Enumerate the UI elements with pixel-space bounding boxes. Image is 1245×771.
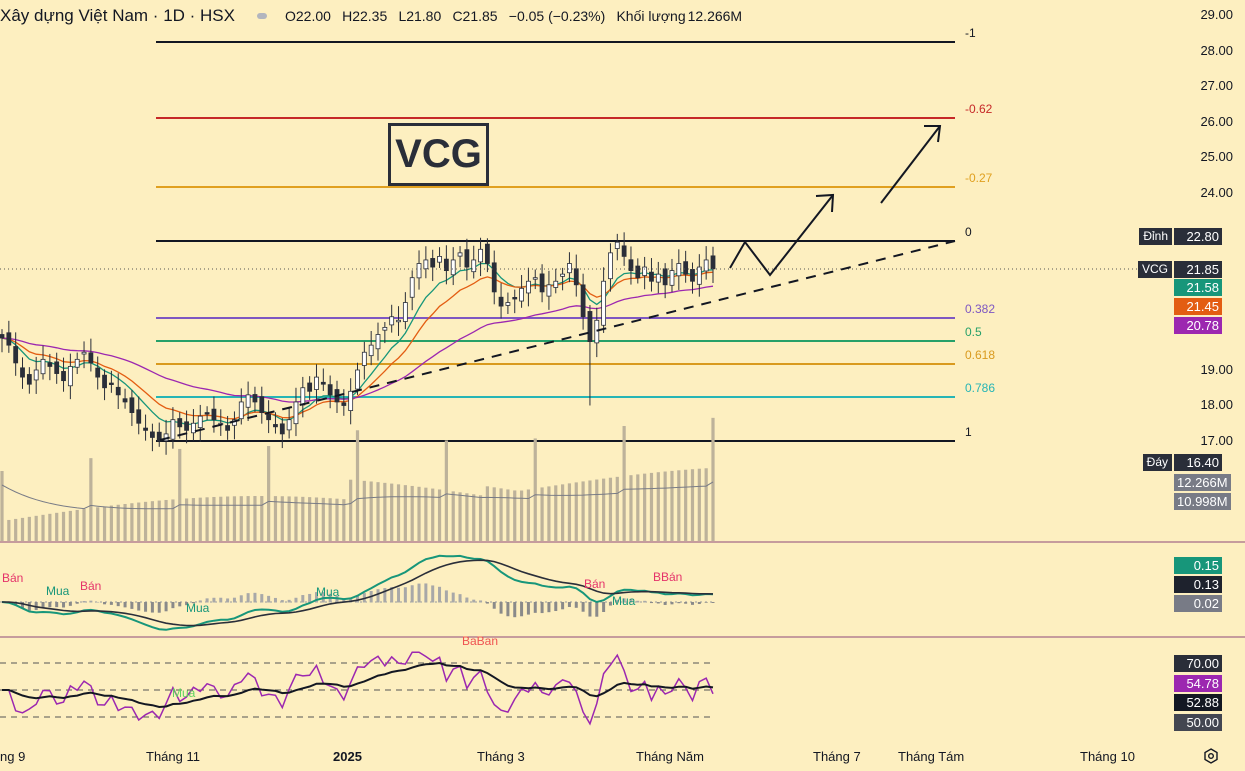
time-tick-label: Tháng 3 bbox=[477, 749, 525, 764]
time-tick-label: Tháng 7 bbox=[813, 749, 861, 764]
signal-label: Bán bbox=[584, 577, 606, 591]
price-tag-name: Đỉnh bbox=[1139, 228, 1172, 245]
signal-label: Mua bbox=[186, 601, 210, 615]
price-tag-name: VCG bbox=[1137, 261, 1172, 278]
time-tick-label: Tháng 11 bbox=[146, 749, 200, 764]
fib-level-label: 0 bbox=[965, 225, 972, 239]
time-tick-label: ng 9 bbox=[0, 749, 26, 764]
fibonacci-levels[interactable] bbox=[156, 41, 955, 442]
price-tick-label: 27.00 bbox=[1200, 78, 1233, 93]
signal-label: Mua bbox=[172, 686, 196, 700]
change-value: −0.05 (−0.23%) bbox=[508, 7, 606, 24]
fib-level-label: 0.5 bbox=[965, 325, 982, 339]
ticker-annotation-text: VCG bbox=[395, 132, 482, 176]
price-tag: 0.15 bbox=[1174, 557, 1222, 574]
price-tag-name: Đáy bbox=[1142, 454, 1172, 471]
price-tag: 21.85 bbox=[1174, 261, 1222, 278]
signal-label: Mua bbox=[46, 584, 70, 598]
signal-label: BBán bbox=[653, 570, 683, 584]
price-tick-label: 18.00 bbox=[1200, 397, 1233, 412]
fib-level-label: 0.786 bbox=[965, 381, 996, 395]
price-tag: 0.13 bbox=[1174, 576, 1222, 593]
price-tick-label: 28.00 bbox=[1200, 43, 1233, 58]
fib-level-label: 0.618 bbox=[965, 348, 996, 362]
price-tick-label: 26.00 bbox=[1200, 114, 1233, 129]
price-tag: 10.998M bbox=[1174, 493, 1231, 510]
price-tick-label: 19.00 bbox=[1200, 362, 1233, 377]
symbol-title[interactable]: Xây dựng Việt Nam · 1D · HSX bbox=[0, 6, 235, 25]
price-tag: 21.45 bbox=[1174, 298, 1222, 315]
time-tick-label: Tháng Tám bbox=[898, 749, 965, 764]
projection-arrowhead-2 bbox=[924, 125, 942, 143]
signal-label: BaBan bbox=[462, 634, 499, 648]
price-tick-label: 24.00 bbox=[1200, 185, 1233, 200]
price-tag: 50.00 bbox=[1174, 714, 1222, 731]
price-tag: 70.00 bbox=[1174, 655, 1222, 672]
fib-level-label: 1 bbox=[965, 425, 972, 439]
volume-value: 12.266M bbox=[687, 7, 743, 24]
signal-label: Bán bbox=[2, 571, 24, 585]
price-tag: 16.40 bbox=[1174, 454, 1222, 471]
signal-label: Mua bbox=[612, 594, 636, 608]
collapse-toggle-icon[interactable] bbox=[257, 13, 267, 19]
candlesticks bbox=[0, 232, 716, 455]
high-value: H22.35 bbox=[342, 7, 388, 24]
projection-arrowhead-1 bbox=[815, 193, 835, 213]
projection-path-2[interactable] bbox=[880, 125, 941, 204]
rsi-pane bbox=[0, 651, 714, 726]
time-tick-label: Tháng Năm bbox=[636, 749, 704, 764]
projection-path[interactable] bbox=[729, 194, 834, 277]
time-tick-label: Tháng 10 bbox=[1080, 749, 1135, 764]
price-tag: 0.02 bbox=[1174, 595, 1222, 612]
price-tick-label: 25.00 bbox=[1200, 149, 1233, 164]
price-tick-label: 29.00 bbox=[1200, 7, 1233, 22]
settings-gear-icon[interactable] bbox=[1203, 748, 1219, 764]
time-tick-label: 2025 bbox=[333, 749, 362, 764]
fib-level-label: -0.62 bbox=[965, 102, 993, 116]
fib-level-label: 0.382 bbox=[965, 302, 996, 316]
volume-bars bbox=[0, 417, 715, 541]
volume-label: Khối lượng bbox=[616, 7, 686, 24]
signal-label: Mua bbox=[316, 585, 340, 599]
price-tag: 21.58 bbox=[1174, 279, 1222, 296]
fib-level-label: -0.27 bbox=[965, 171, 993, 185]
price-tag: 12.266M bbox=[1174, 474, 1231, 491]
moving-averages bbox=[1, 262, 714, 425]
ohlc-values: O22.00 H22.35 L21.80 C21.85 −0.05 (−0.23… bbox=[285, 8, 749, 25]
price-tag: 20.78 bbox=[1174, 317, 1222, 334]
macd-pane bbox=[0, 554, 715, 631]
close-value: C21.85 bbox=[452, 7, 498, 24]
price-tag: 52.88 bbox=[1174, 694, 1222, 711]
low-value: L21.80 bbox=[398, 7, 442, 24]
chart-header: Xây dựng Việt Nam · 1D · HSX O22.00 H22.… bbox=[0, 5, 749, 27]
signal-label: Bán bbox=[80, 579, 102, 593]
price-tag: 22.80 bbox=[1174, 228, 1222, 245]
open-value: O22.00 bbox=[285, 7, 331, 24]
price-tick-label: 17.00 bbox=[1200, 433, 1233, 448]
ticker-annotation-box[interactable]: VCG bbox=[388, 123, 489, 186]
fib-level-label: -1 bbox=[965, 26, 976, 40]
price-tag: 54.78 bbox=[1174, 675, 1222, 692]
